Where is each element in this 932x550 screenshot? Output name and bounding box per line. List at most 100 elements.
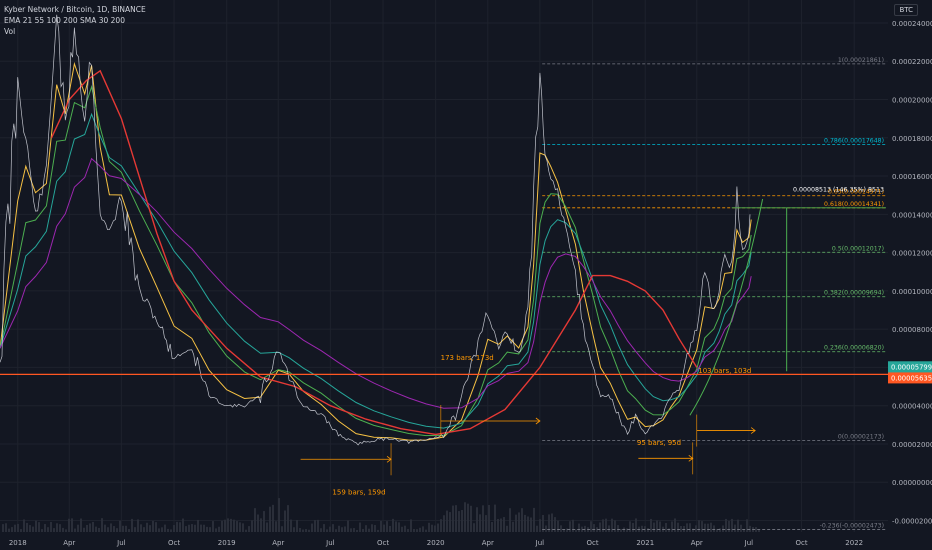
volume-bar [650, 518, 652, 532]
volume-bar [521, 508, 523, 532]
volume-bar [572, 519, 574, 532]
currency-badge[interactable]: BTC [894, 4, 918, 16]
volume-bar [671, 521, 673, 532]
volume-bar [458, 511, 460, 532]
y-tick-label: 0.00002000 [892, 441, 932, 449]
volume-bar [443, 515, 445, 532]
volume-bar [602, 519, 604, 532]
volume-bar [419, 527, 421, 532]
y-tick-label: 0.00018000 [892, 135, 932, 143]
volume-bar [365, 525, 367, 532]
y-tick-label: 0.00020000 [892, 97, 932, 105]
volume-bar [116, 528, 118, 532]
price-tag-value: 0.00005635 [891, 374, 932, 382]
volume-bar [374, 525, 376, 532]
volume-bar [8, 528, 10, 532]
volume-bar [263, 511, 265, 532]
volume-bar [545, 525, 547, 532]
volume-bar [131, 518, 133, 532]
x-tick-label: 2018 [9, 539, 27, 547]
volume-bar [440, 519, 442, 532]
volume-bar [512, 521, 514, 532]
time-axis: 2018 Apr Jul Oct 2019 Apr Jul Oct 2020 Apr Jul Oct 2… [0, 532, 932, 550]
volume-bar [425, 529, 427, 532]
volume-bars [2, 498, 760, 532]
volume-bar [251, 520, 253, 532]
volume-bar [155, 522, 157, 532]
volume-bar [749, 525, 751, 532]
y-tick-label: 0.00016000 [892, 173, 932, 181]
volume-bar [704, 523, 706, 532]
measure-label: 0.00008513 (146.35%) 8513 [793, 186, 884, 193]
volume-bar [368, 528, 370, 532]
volume-bar [143, 527, 145, 532]
chart-header: Kyber Network / Bitcoin, 1D, BINANCE EMA… [4, 4, 146, 37]
volume-bar [566, 528, 568, 532]
volume-bar [110, 523, 112, 532]
volume-bar [134, 527, 136, 532]
volume-bar [731, 518, 733, 532]
volume-bar [407, 529, 409, 532]
volume-bar [758, 529, 760, 532]
volume-bar [626, 528, 628, 532]
volume-bar [56, 523, 58, 532]
time-axis-bg [0, 532, 932, 550]
volume-bar [380, 520, 382, 532]
volume-bar [485, 515, 487, 532]
volume-bar [305, 529, 307, 532]
volume-bar [716, 528, 718, 532]
volume-bar [356, 529, 358, 532]
volume-bar [656, 520, 658, 532]
y-tick-label: 0.00000000 [892, 479, 932, 487]
volume-bar [32, 526, 34, 532]
volume-bar [218, 526, 220, 532]
volume-bar [107, 527, 109, 532]
volume-bar [404, 525, 406, 532]
price-axis-bg [888, 0, 932, 550]
volume-bar [596, 527, 598, 532]
volume-bar [734, 524, 736, 532]
volume-bar [713, 525, 715, 532]
volume-bar [554, 517, 556, 532]
volume-bar [302, 529, 304, 532]
x-tick-label: Apr [272, 539, 284, 547]
volume-bar [257, 514, 259, 532]
volume-bar [149, 525, 151, 532]
volume-bar [290, 519, 292, 532]
fib-level-label: 0.618(0.00014341) [824, 201, 884, 208]
annotation-label: 159 bars, 159d [332, 489, 385, 497]
volume-bar [707, 523, 709, 532]
volume-bar [482, 505, 484, 532]
volume-bar [608, 525, 610, 532]
volume-bar [593, 524, 595, 532]
volume-bar [182, 518, 184, 532]
x-tick-label: Oct [795, 539, 807, 547]
volume-bar [590, 521, 592, 532]
volume-bar [227, 518, 229, 532]
volume-bar [50, 521, 52, 532]
volume-bar [11, 527, 13, 532]
volume-bar [677, 522, 679, 532]
price-tag [888, 372, 932, 384]
volume-bar [524, 514, 526, 532]
volume-bar [548, 514, 550, 532]
volume-bar [5, 523, 7, 532]
volume-bar [35, 520, 37, 532]
volume-bar [329, 526, 331, 532]
volume-bar [17, 523, 19, 532]
volume-bar [614, 520, 616, 532]
volume-bar [722, 525, 724, 532]
volume-bar [437, 523, 439, 532]
y-tick-label: 0.00008000 [892, 326, 932, 334]
volume-bar [494, 504, 496, 532]
price-axis: 0.00024000 0.00022000 0.00020000 0.00018000… [888, 0, 932, 550]
volume-bar [137, 519, 139, 532]
volume-bar [689, 523, 691, 532]
volume-bar [659, 521, 661, 532]
volume-bar [212, 521, 214, 532]
volume-bar [476, 507, 478, 532]
volume-bar [266, 522, 268, 532]
fib-level-label: 1(0.00021861) [838, 57, 884, 64]
volume-bar [173, 525, 175, 532]
